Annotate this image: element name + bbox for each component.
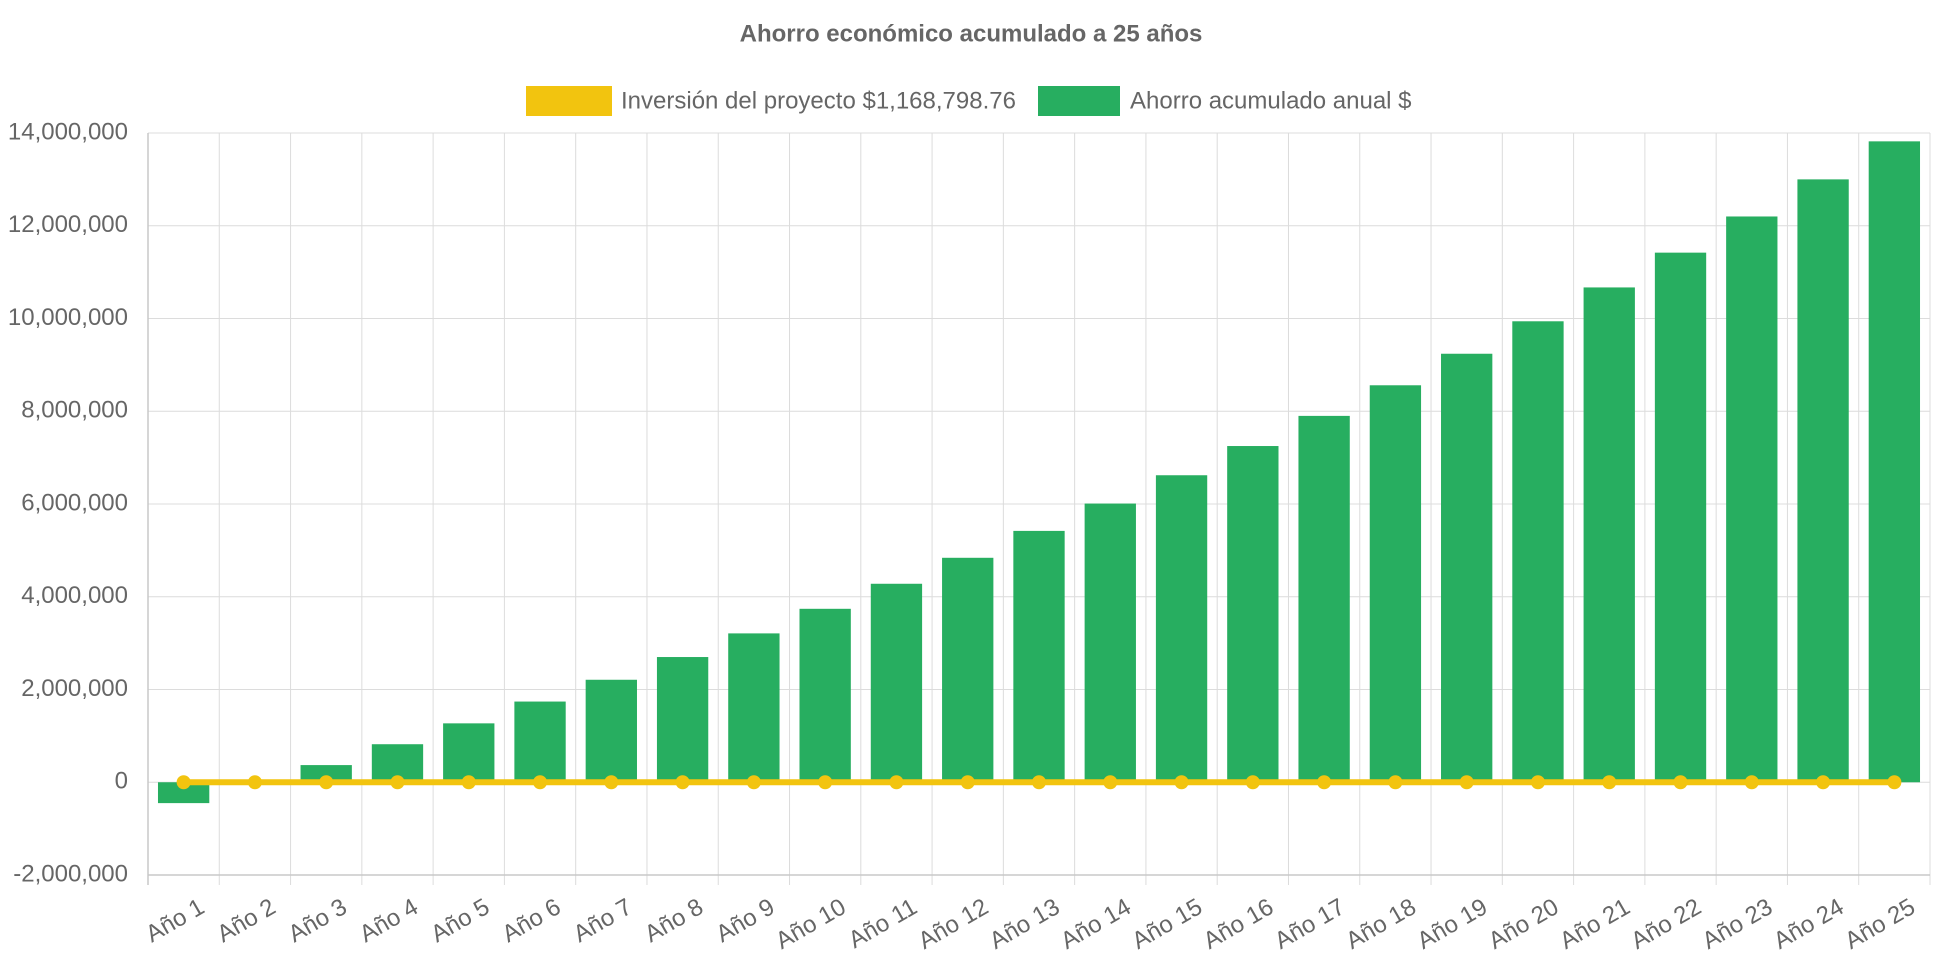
bar-24[interactable] <box>1797 179 1849 783</box>
investment-point-11[interactable] <box>889 775 904 790</box>
x-tick-label: Año 13 <box>985 893 1064 954</box>
bar-series-savings <box>157 141 1921 804</box>
bar-14[interactable] <box>1084 503 1136 783</box>
x-tick-label: Año 8 <box>640 893 708 948</box>
x-tick-label: Año 20 <box>1484 893 1563 954</box>
x-tick-label: Año 25 <box>1840 893 1919 954</box>
investment-point-24[interactable] <box>1816 775 1831 790</box>
bar-21[interactable] <box>1583 287 1635 783</box>
x-tick-label: Año 12 <box>914 893 993 954</box>
x-tick-label: Año 4 <box>355 893 423 948</box>
investment-point-15[interactable] <box>1174 775 1189 790</box>
investment-point-23[interactable] <box>1744 775 1759 790</box>
bar-19[interactable] <box>1441 353 1493 783</box>
investment-point-20[interactable] <box>1530 775 1545 790</box>
x-tick-label: Año 10 <box>771 893 850 954</box>
x-axis-ticks: Año 1 Año 2 Año 3 Año 4 Año 5 Año 6 Año 7 Año 8… <box>141 893 1920 954</box>
investment-point-16[interactable] <box>1245 775 1260 790</box>
investment-point-13[interactable] <box>1032 775 1046 790</box>
investment-point-25[interactable] <box>1887 775 1902 790</box>
investment-point-14[interactable] <box>1103 775 1118 790</box>
line-series-investment <box>176 775 1902 790</box>
bar-11[interactable] <box>870 583 923 783</box>
chart-title: Ahorro económico acumulado a 25 años <box>740 20 1203 47</box>
legend-label-savings: Ahorro acumulado anual $ <box>1130 87 1412 114</box>
grid <box>147 132 1931 885</box>
investment-point-8[interactable] <box>675 775 690 790</box>
bar-12[interactable] <box>942 557 994 783</box>
x-tick-label: Año 14 <box>1056 893 1135 954</box>
bar-13[interactable] <box>1013 530 1065 783</box>
x-tick-label: Año 16 <box>1199 893 1278 954</box>
investment-point-10[interactable] <box>818 775 833 790</box>
bar-20[interactable] <box>1512 321 1564 783</box>
bar-5[interactable] <box>443 723 495 783</box>
bar-23[interactable] <box>1726 216 1778 783</box>
x-tick-label: Año 17 <box>1270 893 1349 954</box>
bar-6[interactable] <box>514 701 566 783</box>
investment-point-1[interactable] <box>176 775 191 790</box>
investment-point-3[interactable] <box>319 775 334 790</box>
legend: Inversión del proyecto $1,168,798.76 Aho… <box>526 86 1412 116</box>
bar-7[interactable] <box>585 679 637 783</box>
bar-18[interactable] <box>1369 385 1422 783</box>
x-tick-label: Año 5 <box>426 893 494 948</box>
investment-point-12[interactable] <box>960 775 975 790</box>
y-tick-label: 14,000,000 <box>8 118 128 145</box>
legend-label-investment: Inversión del proyecto $1,168,798.76 <box>621 87 1016 114</box>
bar-8[interactable] <box>656 657 709 783</box>
legend-item-savings[interactable]: Ahorro acumulado anual $ <box>1038 86 1412 116</box>
x-tick-label: Año 18 <box>1341 893 1420 954</box>
legend-swatch-savings <box>1038 86 1120 116</box>
investment-point-2[interactable] <box>247 775 262 790</box>
investment-point-4[interactable] <box>390 775 405 790</box>
legend-swatch-investment <box>526 86 612 116</box>
bar-1[interactable] <box>157 782 210 804</box>
investment-point-7[interactable] <box>604 775 619 790</box>
x-tick-label: Año 11 <box>844 893 922 954</box>
bar-17[interactable] <box>1298 415 1350 783</box>
x-tick-label: Año 23 <box>1698 893 1777 954</box>
investment-point-9[interactable] <box>746 775 761 790</box>
x-tick-label: Año 1 <box>141 893 209 948</box>
legend-item-investment[interactable]: Inversión del proyecto $1,168,798.76 <box>526 86 1016 116</box>
x-tick-label: Año 2 <box>213 893 281 948</box>
x-tick-label: Año 24 <box>1769 893 1848 954</box>
investment-point-17[interactable] <box>1317 775 1332 790</box>
investment-point-19[interactable] <box>1459 775 1474 790</box>
investment-point-18[interactable] <box>1388 775 1403 790</box>
bar-16[interactable] <box>1227 446 1279 783</box>
y-tick-label: 0 <box>115 768 128 795</box>
y-tick-label: 12,000,000 <box>8 211 128 238</box>
y-tick-label: 6,000,000 <box>21 489 128 516</box>
investment-point-21[interactable] <box>1602 775 1617 790</box>
y-axis-ticks: -2,000,000 0 2,000,000 4,000,000 6,000,000 8,… <box>8 118 128 887</box>
bar-22[interactable] <box>1654 252 1707 783</box>
bar-3[interactable] <box>300 765 352 783</box>
x-tick-label: Año 6 <box>498 893 566 948</box>
investment-point-22[interactable] <box>1673 775 1688 790</box>
bar-10[interactable] <box>799 608 851 783</box>
x-tick-label: Año 3 <box>284 893 352 948</box>
bar-9[interactable] <box>728 633 780 783</box>
x-tick-label: Año 22 <box>1627 893 1706 954</box>
x-tick-label: Año 19 <box>1413 893 1492 954</box>
x-tick-label: Año 15 <box>1128 893 1207 954</box>
y-tick-label: 2,000,000 <box>21 675 128 702</box>
investment-point-6[interactable] <box>533 775 548 790</box>
investment-point-5[interactable] <box>461 775 476 790</box>
x-tick-label: Año 7 <box>569 893 637 948</box>
y-tick-label: 8,000,000 <box>21 397 128 424</box>
x-tick-label: Año 21 <box>1555 893 1634 954</box>
bar-15[interactable] <box>1155 475 1208 783</box>
y-tick-label: 10,000,000 <box>8 304 128 331</box>
bar-25[interactable] <box>1868 141 1921 783</box>
y-tick-label: 4,000,000 <box>21 582 128 609</box>
x-tick-label: Año 9 <box>711 893 779 948</box>
y-tick-label: -2,000,000 <box>13 860 128 887</box>
